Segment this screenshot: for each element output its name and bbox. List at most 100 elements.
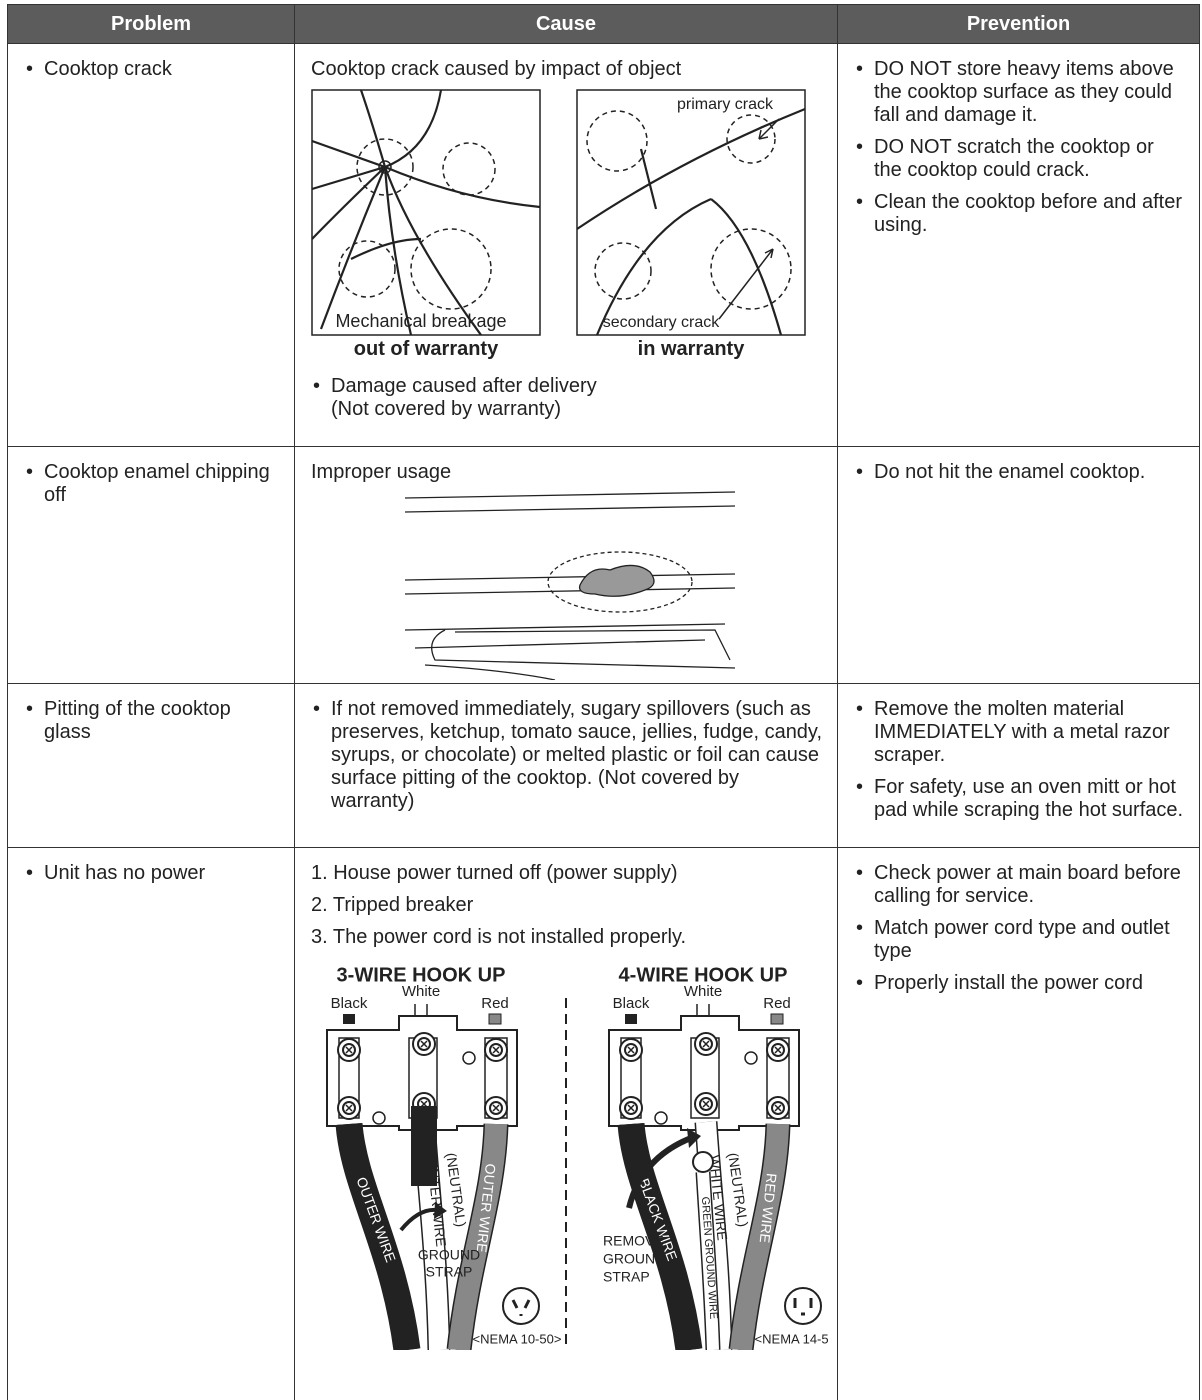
prevention-cell: Remove the molten material IMMEDIATELY w… [838,684,1200,848]
path-shape [405,623,726,631]
hole [654,1111,668,1125]
prevention-bullet: Clean the cooktop before and after using… [854,191,1185,237]
figure-label: primary crack [677,96,774,113]
path-shape [311,166,386,240]
screw-slot [702,1040,710,1048]
ul-shape: If not removed immediately, sugary spill… [311,698,823,813]
problem: Unit has no power [24,862,280,885]
header-cell: Cause [295,4,838,44]
prevention-bullet: DO NOT store heavy items above the cookt… [854,58,1185,127]
ul-shape: Cooktop crack [24,58,280,81]
terminal-tab [625,1014,637,1024]
hole [744,1051,758,1065]
figure-caption: out of warranty [354,338,499,360]
terminal-tab [770,1013,784,1025]
path-shape [405,587,736,595]
screw-slot [627,1104,635,1112]
terminal-block [326,1015,518,1131]
terminal-label: Black [331,995,368,1012]
g-shape [405,491,736,680]
terminal-lug [766,1037,790,1119]
wire [448,1123,507,1350]
path-shape [758,129,769,140]
prevention-cell: DO NOT store heavy items above the cookt… [838,44,1200,447]
cause-step: 2. Tripped breaker [311,894,474,916]
problem-cell: Cooktop enamel chipping off [7,447,295,684]
terminal-label: Red [763,995,791,1012]
path-shape [414,639,706,649]
strap-arrow [399,1207,438,1232]
path-shape [578,564,655,597]
wire [697,1171,719,1350]
figure-caption: in warranty [638,338,746,360]
terminal-label: Black [613,995,650,1012]
strap-label: STRAP [426,1264,473,1280]
path-shape [639,148,658,210]
header-cell: Problem [7,4,295,44]
path-shape [359,89,387,168]
path-shape [383,166,413,336]
path-shape [405,573,736,581]
path-shape [431,629,736,669]
hookup-title: 4-WIRE HOOK UP [619,964,788,986]
path-shape [383,166,482,336]
path-shape [595,197,712,336]
cause-bullet: Damage caused after delivery (Not covere… [311,375,823,421]
wire [696,1121,731,1350]
problem: Cooktop enamel chipping off [24,461,280,507]
ellipse-shape [547,551,693,613]
terminal-tab [696,1004,710,1016]
crack-figure: Mechanical breakage out of warranty prim… [311,89,806,360]
hookup-title: 3-WIRE HOOK UP [337,964,506,986]
terminal-label: White [402,983,440,1000]
path-shape [405,505,736,513]
circle-shape [442,142,496,196]
hole [372,1111,386,1125]
circle-shape [594,242,652,300]
rect-shape [311,89,541,336]
ul-shape: Check power at main board before calling… [854,862,1185,995]
path-shape [311,139,386,169]
cause-cell: Improper usage [295,447,838,684]
terminal-label: Red [481,995,509,1012]
screw-slot [345,1046,353,1054]
ul-shape: Pitting of the cooktop glass [24,698,280,744]
path-shape [311,165,386,191]
path-shape [350,237,422,260]
screw-slot [345,1104,353,1112]
path-shape [454,629,731,661]
circle-shape [378,160,392,174]
screw-slot [774,1104,782,1112]
screw-slot [627,1046,635,1054]
strap-label: REMOVE [603,1233,664,1249]
problem-cell: Pitting of the cooktop glass [7,684,295,848]
outlet [784,1287,822,1325]
wire-label: RED WIRE [757,1172,780,1243]
figure-right [576,89,806,336]
cause-cell: 1. House power turned off (power supply)… [295,848,838,1400]
path-shape [424,664,556,680]
screw-slot [702,1100,710,1108]
ul-shape: Unit has no power [24,862,280,885]
strap-arrowhead [434,1202,447,1219]
ul-shape: DO NOT store heavy items above the cookt… [854,58,1185,237]
cause-step: 3. The power cord is not installed prope… [311,926,687,948]
outlet-slots [511,1299,531,1316]
figure-label: Mechanical breakage [335,311,506,331]
cause-text: Cooktop crack caused by impact of object [311,58,682,80]
terminal-tab [343,1014,355,1024]
g-shape [311,89,541,336]
terminal-block [608,1015,800,1131]
prevention-bullet: Do not hit the enamel cooktop. [854,461,1185,484]
cause-step: 1. House power turned off (power supply) [311,862,678,884]
header-cell: Prevention [838,4,1200,44]
prevention-bullet: Match power cord type and outlet type [854,917,1185,963]
problem-cell: Unit has no power [7,848,295,1400]
outlet [502,1287,540,1325]
wire [730,1123,789,1350]
terminal-tab [488,1013,502,1025]
outlet-slots [793,1298,813,1316]
ul-shape: Cooktop enamel chipping off [24,461,280,507]
path-shape [764,248,774,259]
